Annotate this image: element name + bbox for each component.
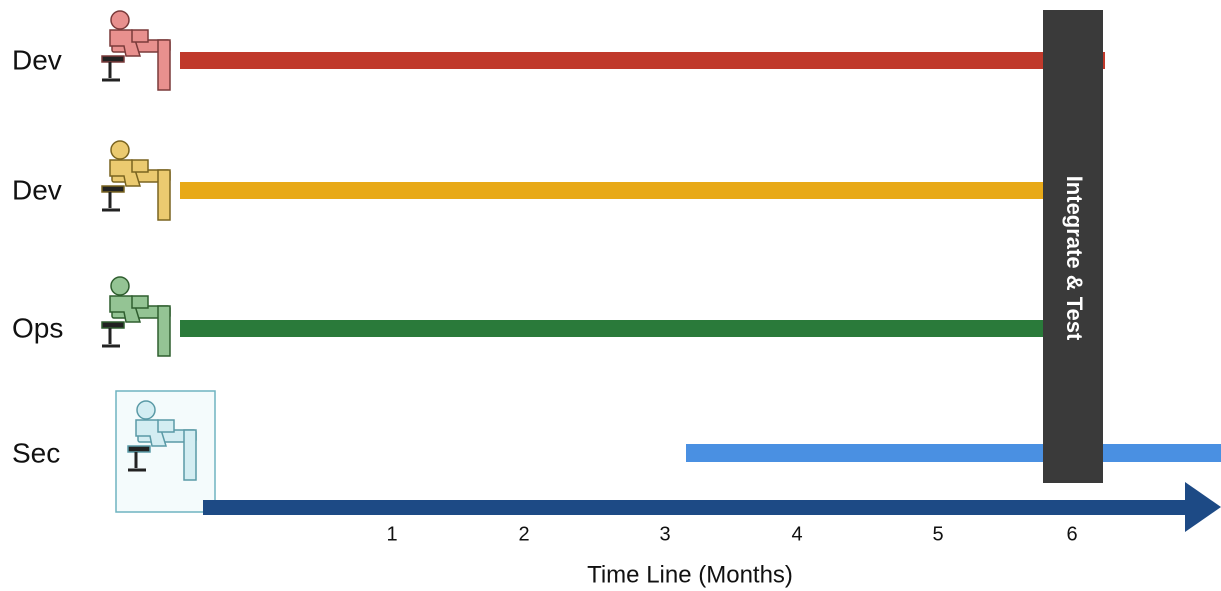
row-label: Dev [12, 174, 62, 205]
axis-tick: 2 [518, 523, 529, 545]
axis-arrowhead [1185, 482, 1221, 532]
axis-tick: 6 [1066, 523, 1077, 545]
axis-tick: 3 [659, 523, 670, 545]
timeline-bar [180, 182, 1050, 199]
axis-title: Time Line (Months) [587, 561, 793, 588]
phase-label: Integrate & Test [1062, 176, 1087, 341]
timeline-bar [180, 320, 1050, 337]
timeline-bar [686, 444, 1221, 462]
worker-icon [102, 11, 170, 90]
axis-arrow [203, 500, 1188, 515]
row-label: Ops [12, 312, 63, 343]
row-label: Sec [12, 437, 60, 468]
timeline-bar [180, 52, 1105, 69]
diagram: Dev Dev Ops Sec Integrate & Test 1 2 3 4… [0, 0, 1221, 591]
worker-icon [102, 141, 170, 220]
axis-tick: 1 [386, 523, 397, 545]
worker-icon [102, 277, 170, 356]
row-label: Dev [12, 44, 62, 75]
axis-tick: 5 [932, 523, 943, 545]
axis-tick: 4 [791, 523, 802, 545]
